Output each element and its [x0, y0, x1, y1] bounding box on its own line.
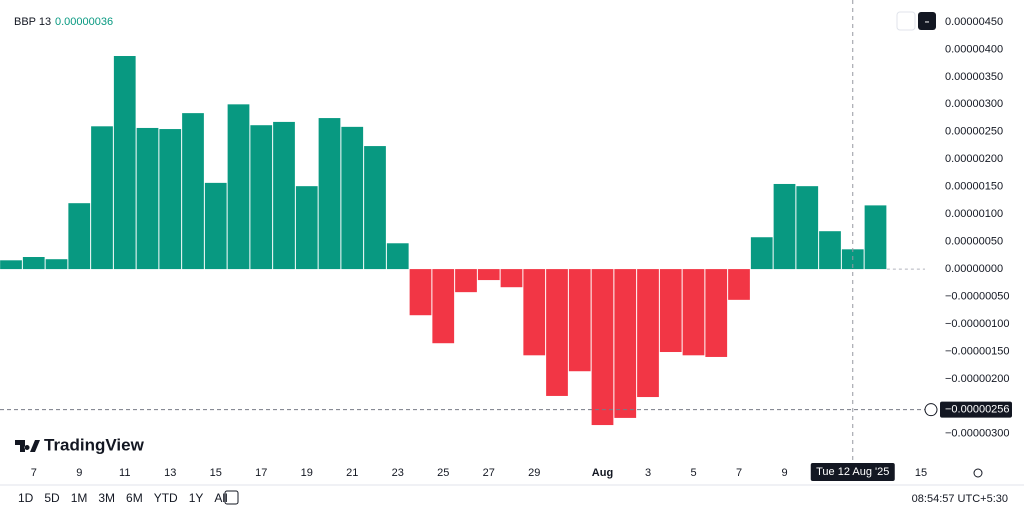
y-tick-label: 0.00000000 [945, 263, 1003, 275]
bar [864, 205, 887, 270]
x-tick-label: 27 [483, 467, 495, 479]
y-tick-label: 0.00000300 [945, 98, 1003, 110]
bar [273, 121, 295, 270]
bar [432, 269, 455, 344]
range-button[interactable]: 1Y [189, 491, 204, 505]
bar [227, 104, 250, 270]
x-tick-label: 9 [76, 467, 82, 479]
bar [523, 269, 546, 356]
bar [136, 127, 159, 270]
clock: 08:54:57 UTC+5:30 [912, 493, 1008, 505]
bar [113, 56, 136, 270]
bar [500, 269, 523, 288]
x-tick-label: 17 [255, 467, 267, 479]
range-button[interactable]: 1M [71, 491, 88, 505]
y-tick-label: 0.00000100 [945, 208, 1003, 220]
date-range-button[interactable] [224, 490, 239, 505]
x-tick-label: Aug [592, 467, 613, 479]
bar [0, 260, 22, 270]
range-button[interactable]: YTD [154, 491, 178, 505]
bar [682, 269, 705, 356]
logo [15, 440, 40, 452]
bar [728, 269, 750, 300]
bar [182, 113, 204, 270]
x-tick-label: 21 [346, 467, 358, 479]
bar [45, 259, 68, 270]
crosshair-label: Tue 12 Aug '25 [816, 466, 889, 478]
bar [455, 269, 477, 293]
bar [614, 269, 637, 418]
bar [773, 183, 796, 270]
y-tick-label: 0.00000400 [945, 43, 1003, 55]
bar [591, 269, 614, 426]
bar [159, 129, 182, 270]
price-label-bg [940, 401, 1012, 418]
bar [750, 237, 773, 270]
indicator-title: BBP 13 [14, 16, 51, 28]
x-tick-label: 29 [528, 467, 540, 479]
x-tick-label: 15 [915, 467, 927, 479]
add-button[interactable] [924, 403, 938, 417]
x-tick-label: 9 [781, 467, 787, 479]
x-tick-label: 3 [645, 467, 651, 479]
y-tick-label: 0.00000050 [945, 236, 1003, 248]
bar [819, 231, 841, 270]
x-tick-label: 23 [392, 467, 404, 479]
bar [568, 269, 591, 372]
y-tick-label: −0.00000200 [945, 373, 1010, 385]
x-tick-label: 7 [31, 467, 37, 479]
range-button[interactable]: 1D [18, 491, 34, 505]
bar [386, 243, 409, 270]
x-tick-label: 11 [119, 467, 130, 479]
bar [364, 146, 386, 270]
bar [68, 203, 91, 270]
bar [318, 118, 341, 270]
range-button[interactable]: 5D [44, 491, 60, 505]
bar [22, 257, 45, 270]
bar [796, 186, 819, 270]
bar [250, 125, 273, 270]
y-tick-label: 0.00000150 [945, 181, 1003, 193]
bar [295, 186, 318, 270]
bar [637, 269, 659, 398]
indicator-value: 0.00000036 [55, 16, 113, 28]
x-tick-label: 5 [690, 467, 696, 479]
range-button[interactable]: 6M [126, 491, 143, 505]
bar [705, 269, 728, 357]
crosshair-label-bg [810, 463, 895, 481]
y-tick-label: −0.00000300 [945, 428, 1010, 440]
x-tick-label: 25 [437, 467, 449, 479]
range-button[interactable]: All [214, 491, 227, 505]
y-tick-label: 0.00000450 [945, 16, 1003, 28]
x-tick-label: 15 [210, 467, 222, 479]
y-tick-label: 0.00000250 [945, 126, 1003, 138]
range-button[interactable]: 3M [98, 491, 115, 505]
brand: TradingView [44, 435, 145, 454]
scroll-button[interactable] [896, 11, 916, 31]
x-tick-label: 13 [164, 467, 176, 479]
bar [91, 126, 113, 270]
x-tick-label: 7 [736, 467, 742, 479]
price-label: −0.00000256 [945, 404, 1010, 416]
scale-button[interactable] [918, 12, 936, 30]
bar [341, 126, 364, 270]
x-tick-label: 19 [301, 467, 313, 479]
y-tick-label: −0.00000100 [945, 318, 1010, 330]
bar [546, 269, 568, 396]
settings-button[interactable] [973, 468, 983, 478]
y-tick-label: 0.00000200 [945, 153, 1003, 165]
bar [477, 269, 500, 281]
bar [409, 269, 432, 316]
bar [659, 269, 682, 353]
y-tick-label: −0.00000050 [945, 290, 1010, 302]
y-tick-label: 0.00000350 [945, 71, 1003, 83]
bar [204, 182, 227, 270]
y-tick-label: −0.00000150 [945, 345, 1010, 357]
